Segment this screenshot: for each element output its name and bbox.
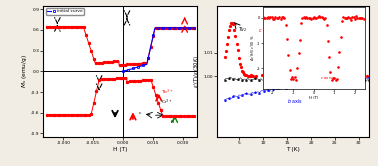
Text: H: H: [171, 121, 174, 124]
Text: Tb$^{3+}$: Tb$^{3+}$: [161, 88, 173, 97]
Y-axis label: $\varepsilon'(T)/\varepsilon'(30K)$: $\varepsilon'(T)/\varepsilon'(30K)$: [193, 55, 202, 88]
X-axis label: T (K): T (K): [286, 147, 300, 152]
Text: $c$ axis: $c$ axis: [320, 74, 333, 81]
Text: $b$ axis: $b$ axis: [287, 97, 303, 105]
Legend: initial curve: initial curve: [46, 8, 84, 15]
Text: Cr$^{3+}$: Cr$^{3+}$: [161, 98, 172, 107]
Text: c: c: [139, 111, 141, 115]
Y-axis label: $M_s$ (emu/g): $M_s$ (emu/g): [20, 54, 29, 88]
Y-axis label: $\Delta\varepsilon'(H)/\varepsilon'(0)$ %: $\Delta\varepsilon'(H)/\varepsilon'(0)$ …: [249, 35, 256, 61]
Text: a: a: [169, 114, 171, 118]
Text: $a$ axis: $a$ axis: [292, 71, 308, 79]
X-axis label: H (T): H (T): [309, 96, 319, 100]
X-axis label: H (T): H (T): [113, 147, 127, 152]
Text: $c$ axis: $c$ axis: [258, 26, 274, 34]
Text: $T_{N2}$: $T_{N2}$: [239, 25, 248, 34]
